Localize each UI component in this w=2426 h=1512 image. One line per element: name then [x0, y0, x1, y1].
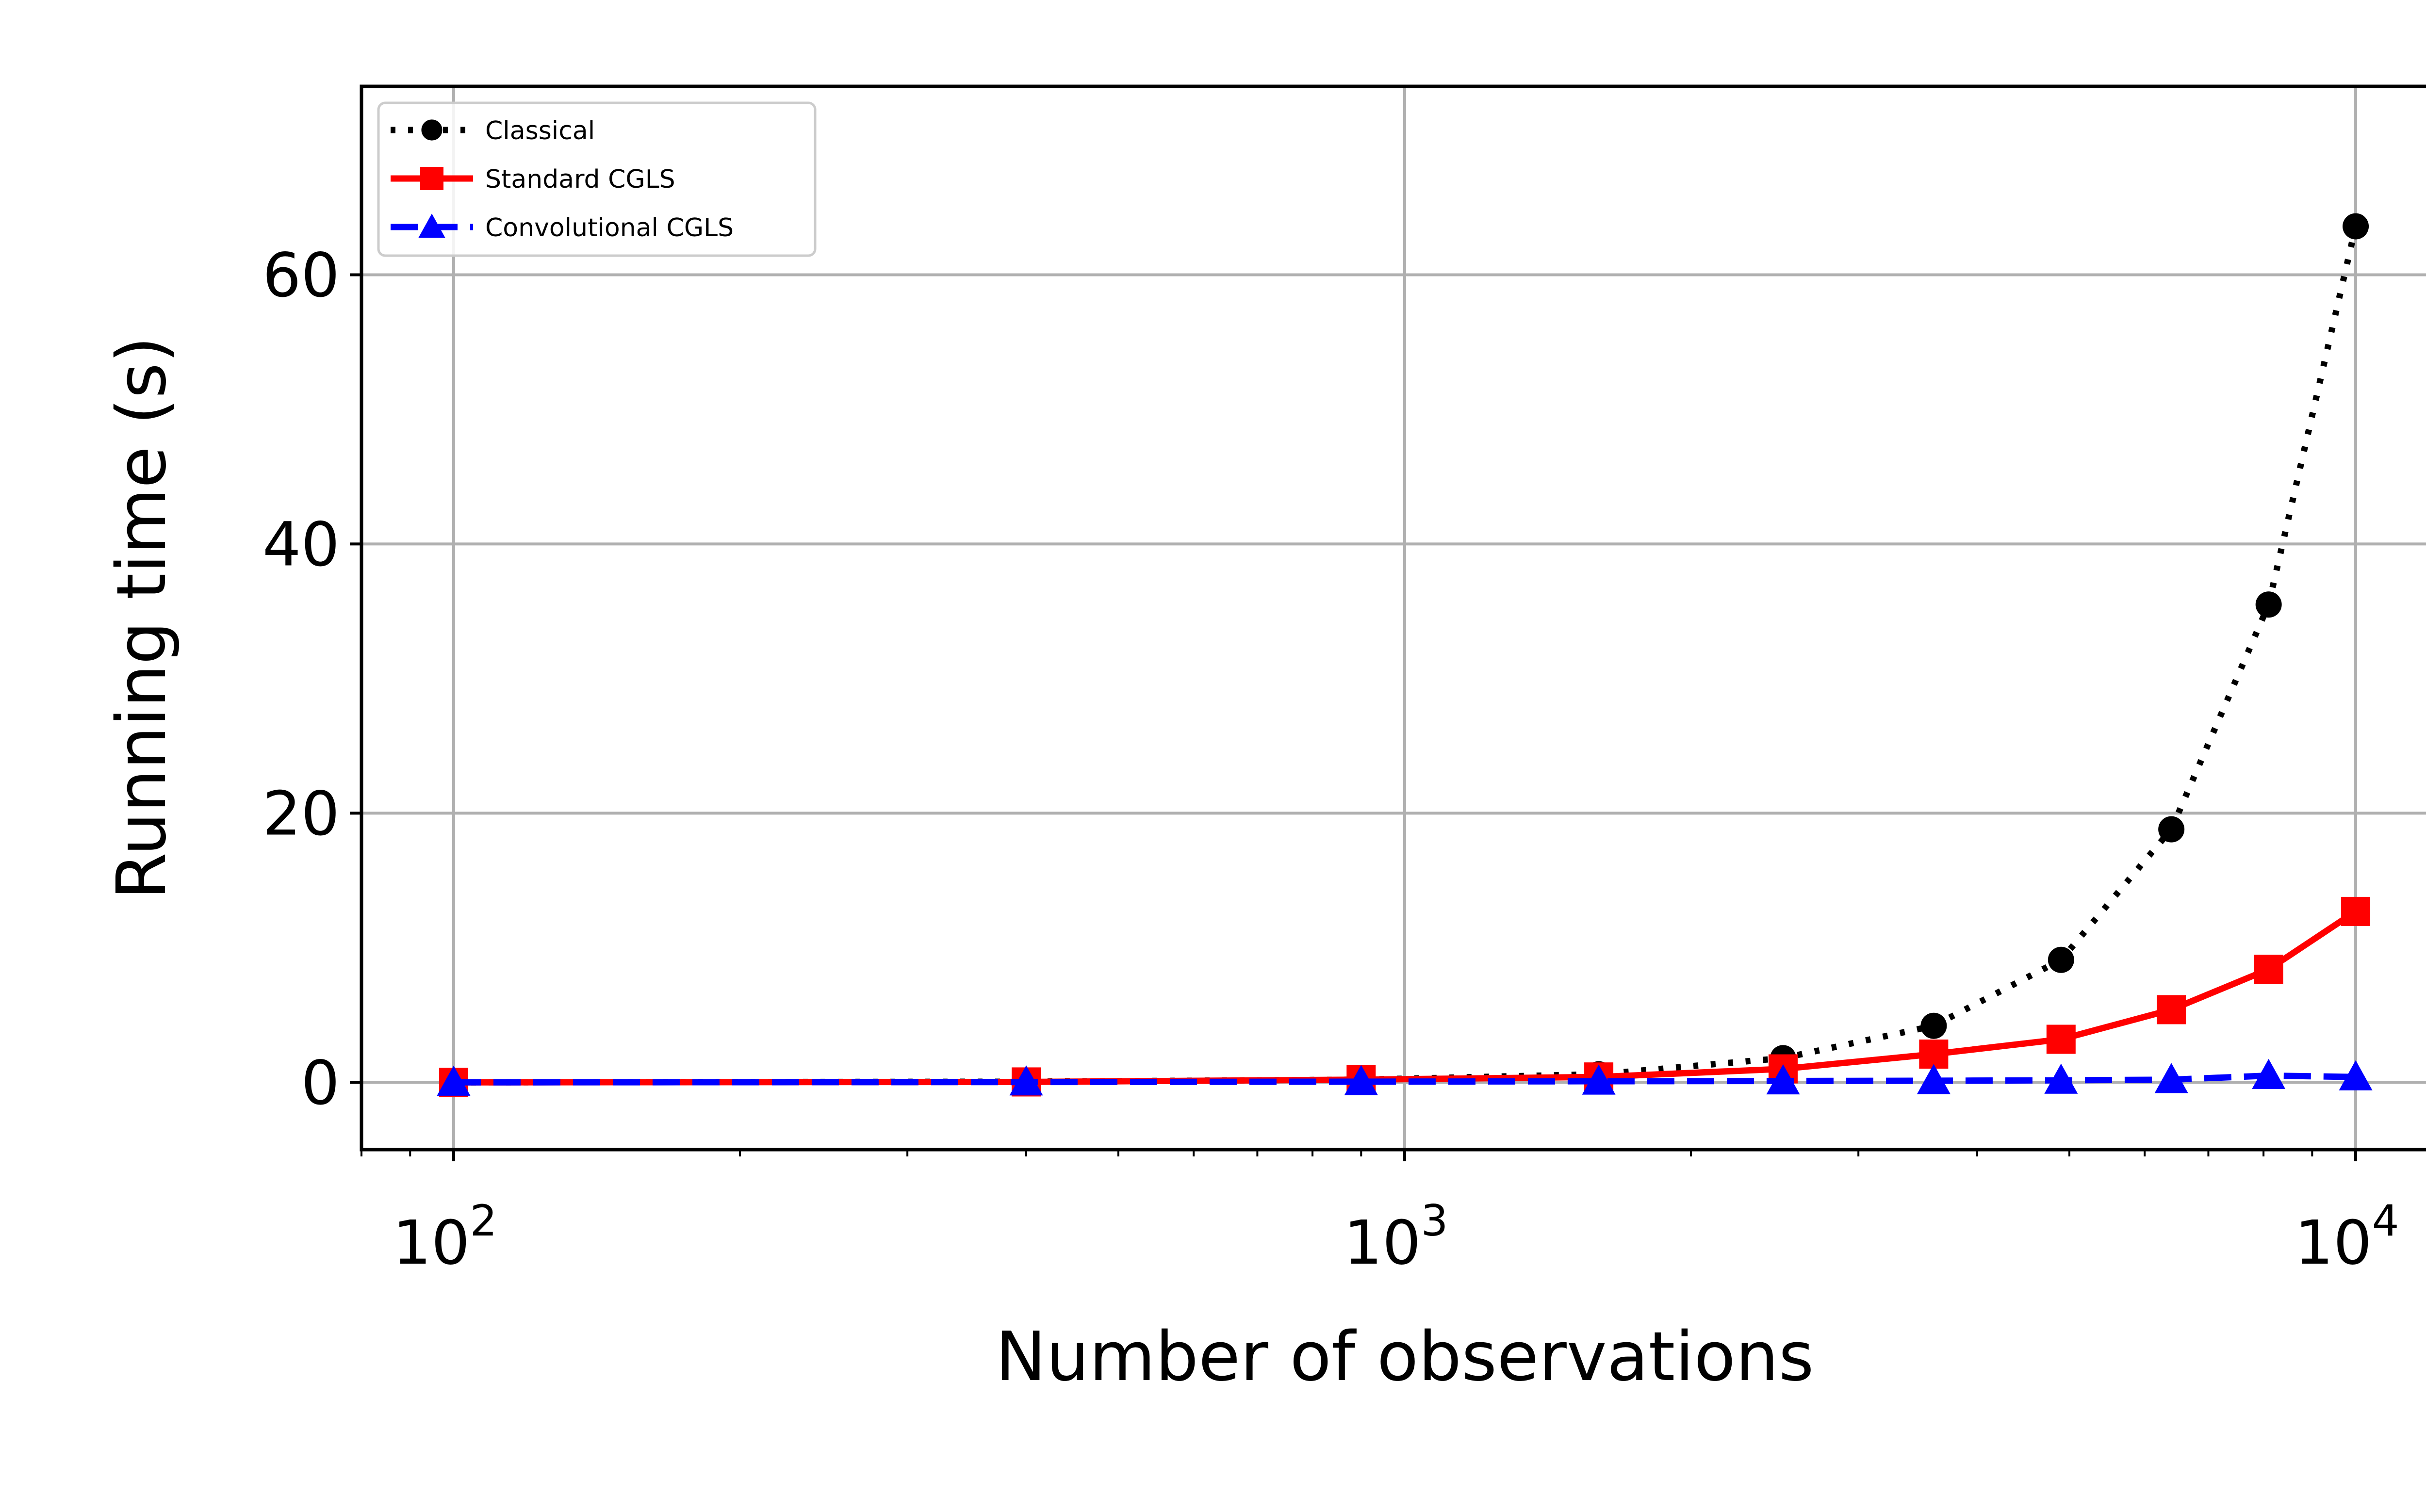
series-line-convolutional-cgls [453, 1072, 2356, 1086]
x-axis-label: Number of observations [995, 1317, 1814, 1397]
data-point-standard-cgls [2341, 896, 2371, 926]
x-tick-label: 103 [1344, 1196, 1448, 1278]
legend-box [377, 101, 817, 257]
legend-label-classical: Classical [485, 116, 595, 146]
data-point-convolutional-cgls [2339, 1060, 2373, 1090]
data-point-standard-cgls [1919, 1039, 1949, 1069]
y-tick-label: 40 [262, 509, 340, 580]
data-point-classical [2158, 816, 2185, 843]
x-tick-base: 10 [393, 1208, 470, 1278]
x-tick-base: 10 [1344, 1208, 1421, 1278]
legend-marker-standard-cgls [420, 167, 443, 190]
y-tick-label: 20 [262, 779, 340, 849]
x-tick-label: 102 [393, 1196, 497, 1278]
y-tick-label: 60 [262, 240, 340, 310]
legend-marker-convolutional-cgls [418, 213, 445, 238]
data-point-classical [2343, 213, 2369, 240]
data-point-standard-cgls [2157, 995, 2186, 1024]
data-point-convolutional-cgls [1766, 1064, 1800, 1095]
data-point-convolutional-cgls [1582, 1064, 1616, 1095]
legend-marker-classical [421, 119, 443, 141]
data-point-standard-cgls [2046, 1024, 2076, 1054]
data-point-convolutional-cgls [2154, 1063, 2188, 1093]
legend: Classical Standard CGLS Convolutional CGLS [377, 101, 817, 257]
series-convolutional-cgls [437, 1058, 2373, 1096]
data-point-convolutional-cgls [2044, 1063, 2078, 1094]
data-point-classical [2048, 946, 2074, 973]
x-tick-exponent: 4 [2372, 1196, 2399, 1246]
y-tick-label: 0 [301, 1048, 340, 1118]
data-point-convolutional-cgls [1009, 1065, 1043, 1096]
data-point-convolutional-cgls [1917, 1064, 1951, 1094]
data-point-standard-cgls [2254, 955, 2283, 984]
series-layer [437, 213, 2373, 1097]
x-tick-base: 10 [2295, 1208, 2372, 1278]
data-point-classical [2255, 591, 2282, 618]
legend-label-convolutional-cgls: Convolutional CGLS [485, 213, 734, 243]
y-axis-label: Running time (s) [102, 336, 181, 899]
legend-label-standard-cgls: Standard CGLS [485, 165, 675, 194]
data-point-convolutional-cgls [437, 1065, 471, 1096]
x-tick-label: 104 [2295, 1196, 2399, 1278]
x-tick-exponent: 2 [470, 1196, 497, 1246]
data-point-classical [1920, 1012, 1947, 1039]
data-point-convolutional-cgls [1344, 1065, 1378, 1095]
x-tick-exponent: 3 [1421, 1196, 1448, 1246]
data-point-convolutional-cgls [2252, 1058, 2286, 1089]
